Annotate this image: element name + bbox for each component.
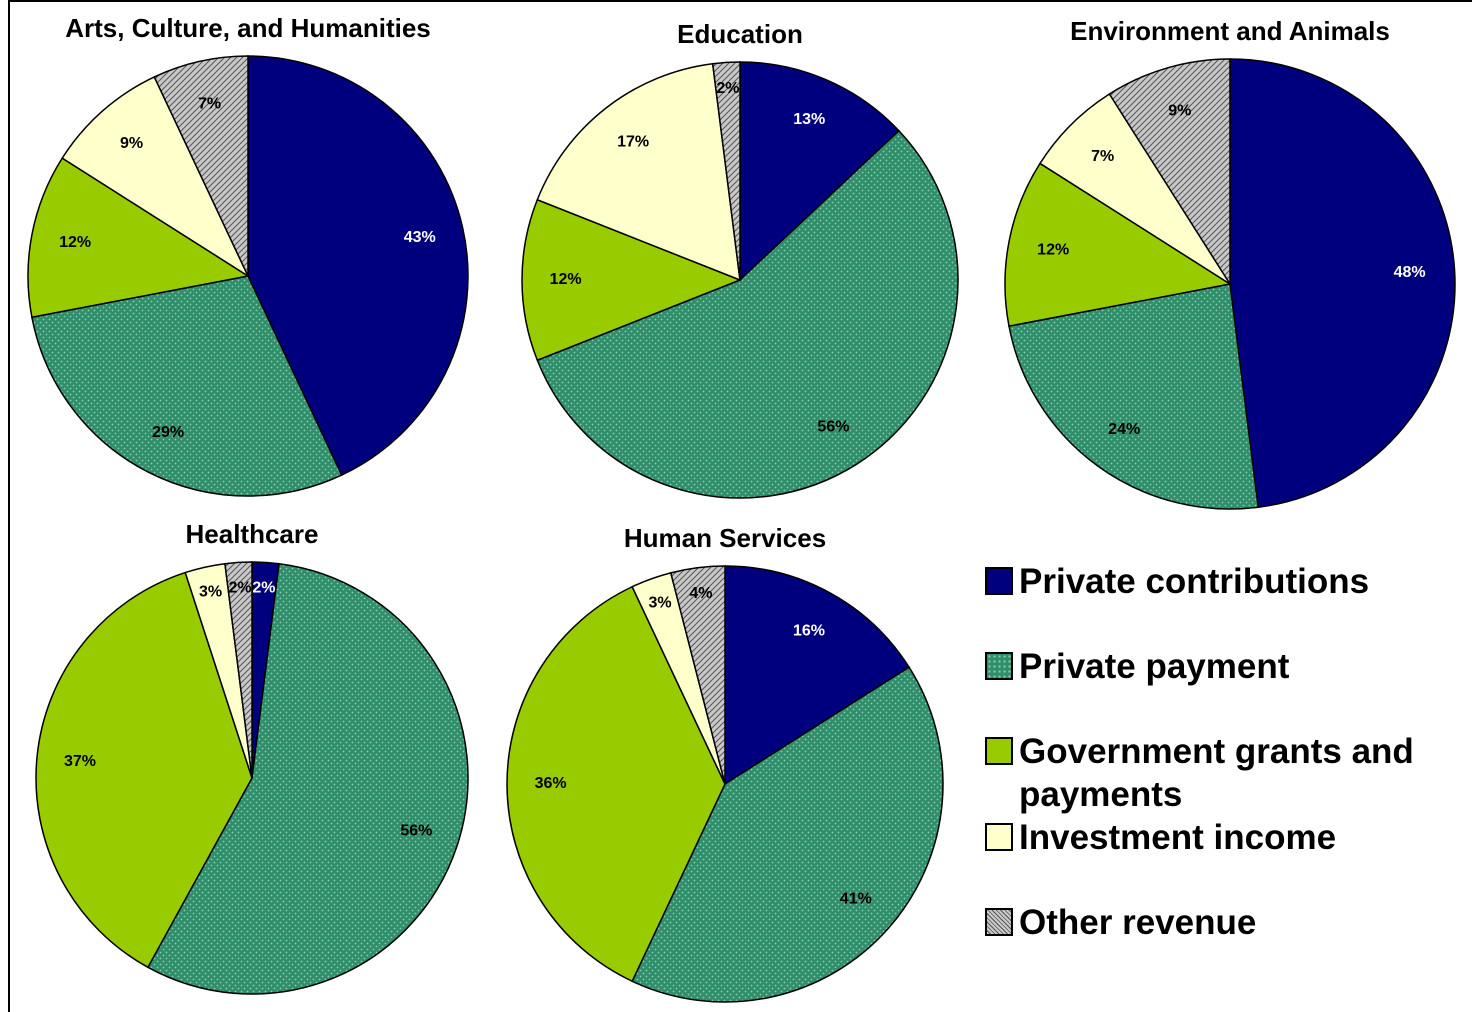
value-label: 12% [550,271,582,288]
pie-slice [1004,162,1233,328]
pie-slice [61,75,250,279]
chart-title: Healthcare [186,519,319,549]
value-label: 56% [400,823,432,840]
pie-slice [224,561,253,779]
value-label: 13% [793,111,825,128]
pie-slice [536,62,741,282]
frame [8,0,1472,1012]
pie-slice [35,571,253,969]
chart-title: Environment and Animals [1070,16,1390,46]
value-label: 37% [64,753,96,770]
pie-slice [27,157,251,319]
value-label: 7% [198,95,221,112]
value-label: 43% [404,229,436,246]
value-label: 12% [59,234,91,251]
legend-swatch [985,567,1013,595]
legend-label: Private contributions [1019,562,1370,601]
value-label: 2% [252,580,275,597]
pie-slice [1008,283,1260,510]
value-label: 9% [120,135,143,152]
chart-title: Education [677,19,803,49]
value-label: 16% [793,622,825,639]
pie-slice [711,61,741,281]
legend-label: Private payment [1019,647,1290,686]
value-label: 3% [648,595,671,612]
pie-slice [1229,58,1456,509]
value-label: 41% [840,891,872,908]
value-label: 48% [1394,264,1426,281]
pie-slice [146,562,469,995]
legend-item: Investment income [985,816,1455,859]
legend-item: Government grants and payments [985,730,1455,816]
chart-title: Arts, Culture, and Humanities [65,13,431,43]
legend-swatch [985,737,1013,765]
legend-label: Investment income [1019,818,1337,857]
pie-slice [724,565,911,786]
value-label: 7% [1091,148,1114,165]
legend-swatch [985,908,1013,936]
pie-slice [506,585,726,983]
legend-swatch [985,823,1013,851]
pie-slice [31,275,343,497]
value-label: 3% [199,584,222,601]
legend: Private contributions Private payment Gove… [985,560,1455,986]
value-label: 9% [1168,102,1191,119]
value-label: 29% [152,424,184,441]
pie-slice [153,55,249,277]
legend-label: Other revenue [1019,903,1257,942]
legend-item: Private payment [985,645,1455,688]
pie-slice [536,129,959,499]
value-label: 2% [229,580,252,597]
legend-item: Private contributions [985,560,1455,603]
chart-title: Human Services [624,523,826,553]
value-label: 4% [689,585,712,602]
value-label: 2% [716,80,739,97]
pie-slice [1108,58,1231,287]
pie-slice [669,565,726,785]
pie-slice [631,666,944,1003]
value-label: 24% [1108,421,1140,438]
pie-slice [739,61,900,282]
value-label: 56% [817,418,849,435]
legend-item: Other revenue [985,901,1455,944]
legend-swatch [985,652,1013,680]
value-label: 12% [1037,241,1069,258]
value-label: 17% [617,133,649,150]
value-label: 36% [535,775,567,792]
pie-slice [521,198,743,362]
pie-slice [247,55,469,477]
legend-label: Government grants and payments [1019,732,1414,814]
